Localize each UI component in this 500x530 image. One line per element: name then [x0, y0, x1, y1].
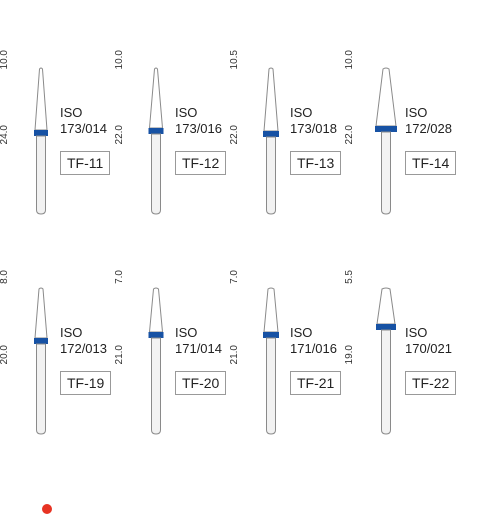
- bur-cell: 10.022.0 ISO172/028TF-14: [365, 30, 480, 250]
- shank-length-label: 24.0: [0, 125, 10, 144]
- bur-illustration: [256, 60, 286, 220]
- bur-grid: 10.024.0 ISO173/014TF-1110.022.0 ISO173/…: [20, 30, 480, 470]
- iso-label: ISO172/028: [405, 105, 456, 138]
- bur-labels: ISO171/016 TF-21: [290, 280, 341, 440]
- iso-label: ISO171/016: [290, 325, 341, 358]
- bur-labels: ISO171/014 TF-20: [175, 280, 226, 440]
- red-indicator-dot: [42, 504, 52, 514]
- head-length-label: 10.0: [344, 50, 355, 69]
- bur-illustration: [371, 280, 401, 440]
- shank-length-label: 20.0: [0, 345, 10, 364]
- head-length-label: 10.5: [229, 50, 240, 69]
- bur-labels: ISO170/021 TF-22: [405, 280, 456, 440]
- bur-labels: ISO172/013 TF-19: [60, 280, 111, 440]
- bur-labels: ISO173/018 TF-13: [290, 60, 341, 220]
- bur-illustration: [256, 280, 286, 440]
- bur-labels: ISO172/028 TF-14: [405, 60, 456, 220]
- bur-illustration: [141, 280, 171, 440]
- bur-labels: ISO173/016 TF-12: [175, 60, 226, 220]
- head-length-label: 5.5: [344, 270, 355, 284]
- iso-label: ISO172/013: [60, 325, 111, 358]
- product-code: TF-20: [175, 371, 226, 395]
- product-code: TF-22: [405, 371, 456, 395]
- shank-length-label: 22.0: [229, 125, 240, 144]
- product-code: TF-21: [290, 371, 341, 395]
- shank-length-label: 22.0: [344, 125, 355, 144]
- bur-illustration: [141, 60, 171, 220]
- product-code: TF-12: [175, 151, 226, 175]
- bur-illustration: [26, 60, 56, 220]
- iso-label: ISO173/018: [290, 105, 341, 138]
- head-length-label: 10.0: [0, 50, 10, 69]
- bur-illustration: [26, 280, 56, 440]
- product-code: TF-13: [290, 151, 341, 175]
- shank-length-label: 19.0: [344, 345, 355, 364]
- product-code: TF-11: [60, 151, 110, 175]
- head-length-label: 10.0: [114, 50, 125, 69]
- head-length-label: 7.0: [229, 270, 240, 284]
- bur-cell: 5.519.0 ISO170/021TF-22: [365, 250, 480, 470]
- bur-illustration: [371, 60, 401, 220]
- bur-labels: ISO173/014 TF-11: [60, 60, 110, 220]
- iso-label: ISO173/016: [175, 105, 226, 138]
- head-length-label: 7.0: [114, 270, 125, 284]
- iso-label: ISO171/014: [175, 325, 226, 358]
- shank-length-label: 22.0: [114, 125, 125, 144]
- shank-length-label: 21.0: [114, 345, 125, 364]
- iso-label: ISO173/014: [60, 105, 110, 138]
- product-code: TF-14: [405, 151, 456, 175]
- iso-label: ISO170/021: [405, 325, 456, 358]
- product-code: TF-19: [60, 371, 111, 395]
- head-length-label: 8.0: [0, 270, 10, 284]
- shank-length-label: 21.0: [229, 345, 240, 364]
